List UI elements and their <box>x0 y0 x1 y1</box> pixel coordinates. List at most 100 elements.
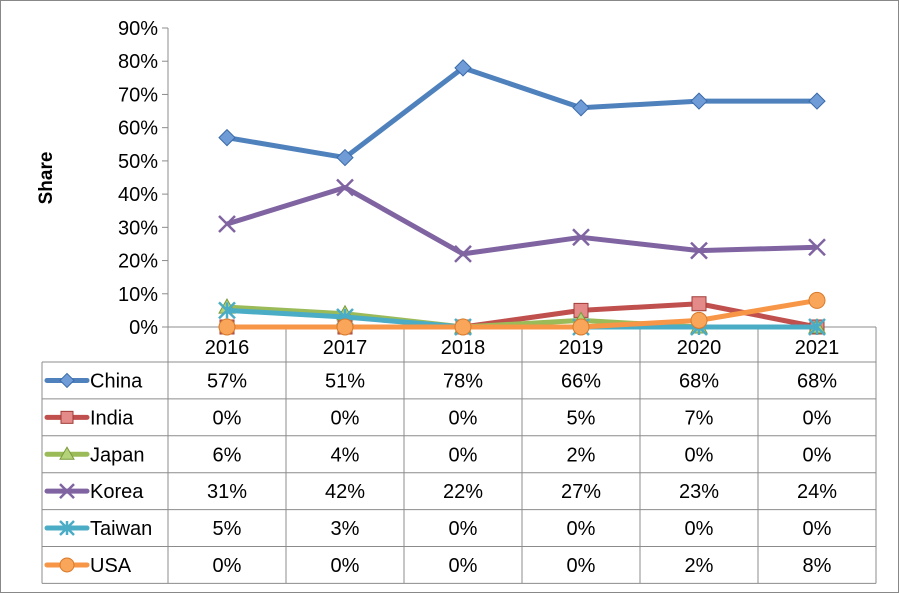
series-line <box>226 65 817 161</box>
y-tick-label: 20% <box>118 251 158 273</box>
marker-diamond <box>572 99 590 117</box>
x-category-label: 2017 <box>323 337 368 359</box>
x-category-label: 2021 <box>795 337 840 359</box>
table-cell-value: 0% <box>685 444 714 466</box>
table-cell-value: 0% <box>803 407 832 429</box>
table-cell-value: 2% <box>685 555 714 577</box>
series-china <box>218 59 826 167</box>
y-tick-label: 60% <box>118 118 158 140</box>
marker-diamond <box>808 92 826 110</box>
table-cell-value: 8% <box>803 555 832 577</box>
y-tick-label: 80% <box>118 51 158 73</box>
table-cell-value: 27% <box>561 481 601 503</box>
table-cell-value: 3% <box>331 518 360 540</box>
marker-x <box>454 245 472 263</box>
legend-key-india <box>44 410 90 424</box>
marker-circle <box>690 311 708 329</box>
legend-label: USA <box>90 555 132 577</box>
y-tick-label: 40% <box>118 184 158 206</box>
table-cell-value: 22% <box>443 481 483 503</box>
table-cell-value: 4% <box>331 444 360 466</box>
marker-star <box>59 520 75 536</box>
marker-circle <box>454 318 472 336</box>
table-cell-value: 6% <box>213 444 242 466</box>
table-cell-value: 0% <box>331 407 360 429</box>
series-lines <box>218 59 826 336</box>
legend-label: Taiwan <box>90 518 152 540</box>
x-category-label: 2020 <box>677 337 722 359</box>
table-cell-value: 0% <box>213 555 242 577</box>
y-tick-label: 30% <box>118 217 158 239</box>
table-cell-value: 31% <box>207 481 247 503</box>
table-cell-value: 0% <box>213 407 242 429</box>
series-korea <box>218 178 826 263</box>
series-line <box>227 297 818 330</box>
marker-x <box>218 215 236 233</box>
marker-x <box>59 483 75 500</box>
legend-label: Korea <box>90 481 144 503</box>
legend-key-usa <box>44 557 90 573</box>
table-cell-value: 42% <box>325 481 365 503</box>
x-category-label: 2018 <box>441 337 486 359</box>
legend-key-taiwan <box>44 520 90 536</box>
table-cell-value: 0% <box>449 444 478 466</box>
y-tick-label: 50% <box>118 151 158 173</box>
marker-square <box>691 296 707 312</box>
table-cell-value: 68% <box>679 370 719 392</box>
x-category-label: 2016 <box>205 337 250 359</box>
table-cell-value: 0% <box>449 407 478 429</box>
table-cell-value: 7% <box>685 407 714 429</box>
marker-triangle <box>59 446 75 460</box>
y-axis-label: Share <box>36 152 57 205</box>
axes: 0% 10% 20% 30% 40% 50% 60% 70% 80% 90% <box>118 18 169 339</box>
table-cell-value: 0% <box>449 555 478 577</box>
marker-x <box>336 178 354 197</box>
marker-square <box>60 410 74 424</box>
table-cell-value: 0% <box>449 518 478 540</box>
table-cell-value: 2% <box>567 444 596 466</box>
marker-circle <box>218 318 236 336</box>
y-tick-label: 10% <box>118 284 158 306</box>
marker-circle <box>336 318 354 336</box>
marker-x <box>572 228 590 247</box>
y-tick-label: 0% <box>129 317 158 339</box>
table-cell-value: 0% <box>567 555 596 577</box>
marker-diamond <box>59 372 75 389</box>
table-cell-value: 0% <box>567 518 596 540</box>
marker-star <box>808 318 826 336</box>
marker-star <box>218 301 236 320</box>
marker-circle <box>572 318 590 336</box>
table-cell-value: 0% <box>803 518 832 540</box>
legend-label: Japan <box>90 444 145 466</box>
table-cell-value: 24% <box>797 481 837 503</box>
table-cell-value: 0% <box>331 555 360 577</box>
marker-circle <box>59 557 75 573</box>
table-cell-value: 0% <box>685 518 714 540</box>
marker-x <box>690 241 708 260</box>
y-tick-label: 70% <box>118 84 158 106</box>
data-table: 2016 2017 2018 2019 2020 2021 China 57% 51% 78% 66… <box>41 326 877 584</box>
table-cell-value: 78% <box>443 370 483 392</box>
legend-label: India <box>90 407 134 429</box>
marker-diamond <box>690 92 708 110</box>
marker-circle <box>808 291 826 309</box>
legend-key-china <box>44 372 90 389</box>
legend-label: China <box>90 370 143 392</box>
marker-diamond <box>218 128 236 147</box>
legend-key-japan <box>44 446 90 460</box>
series-usa <box>218 291 826 336</box>
table-cell-value: 5% <box>567 407 596 429</box>
marker-x <box>808 238 826 257</box>
table-cell-value: 68% <box>797 370 837 392</box>
table-cell-value: 57% <box>207 370 247 392</box>
table-cell-value: 5% <box>213 518 242 540</box>
table-cell-value: 23% <box>679 481 719 503</box>
y-tick-label: 90% <box>118 18 158 40</box>
marker-diamond <box>336 148 354 167</box>
series-line <box>226 184 818 257</box>
table-cell-value: 0% <box>803 444 832 466</box>
legend-key-korea <box>44 483 90 500</box>
table-cell-value: 51% <box>325 370 365 392</box>
x-category-label: 2019 <box>559 337 604 359</box>
